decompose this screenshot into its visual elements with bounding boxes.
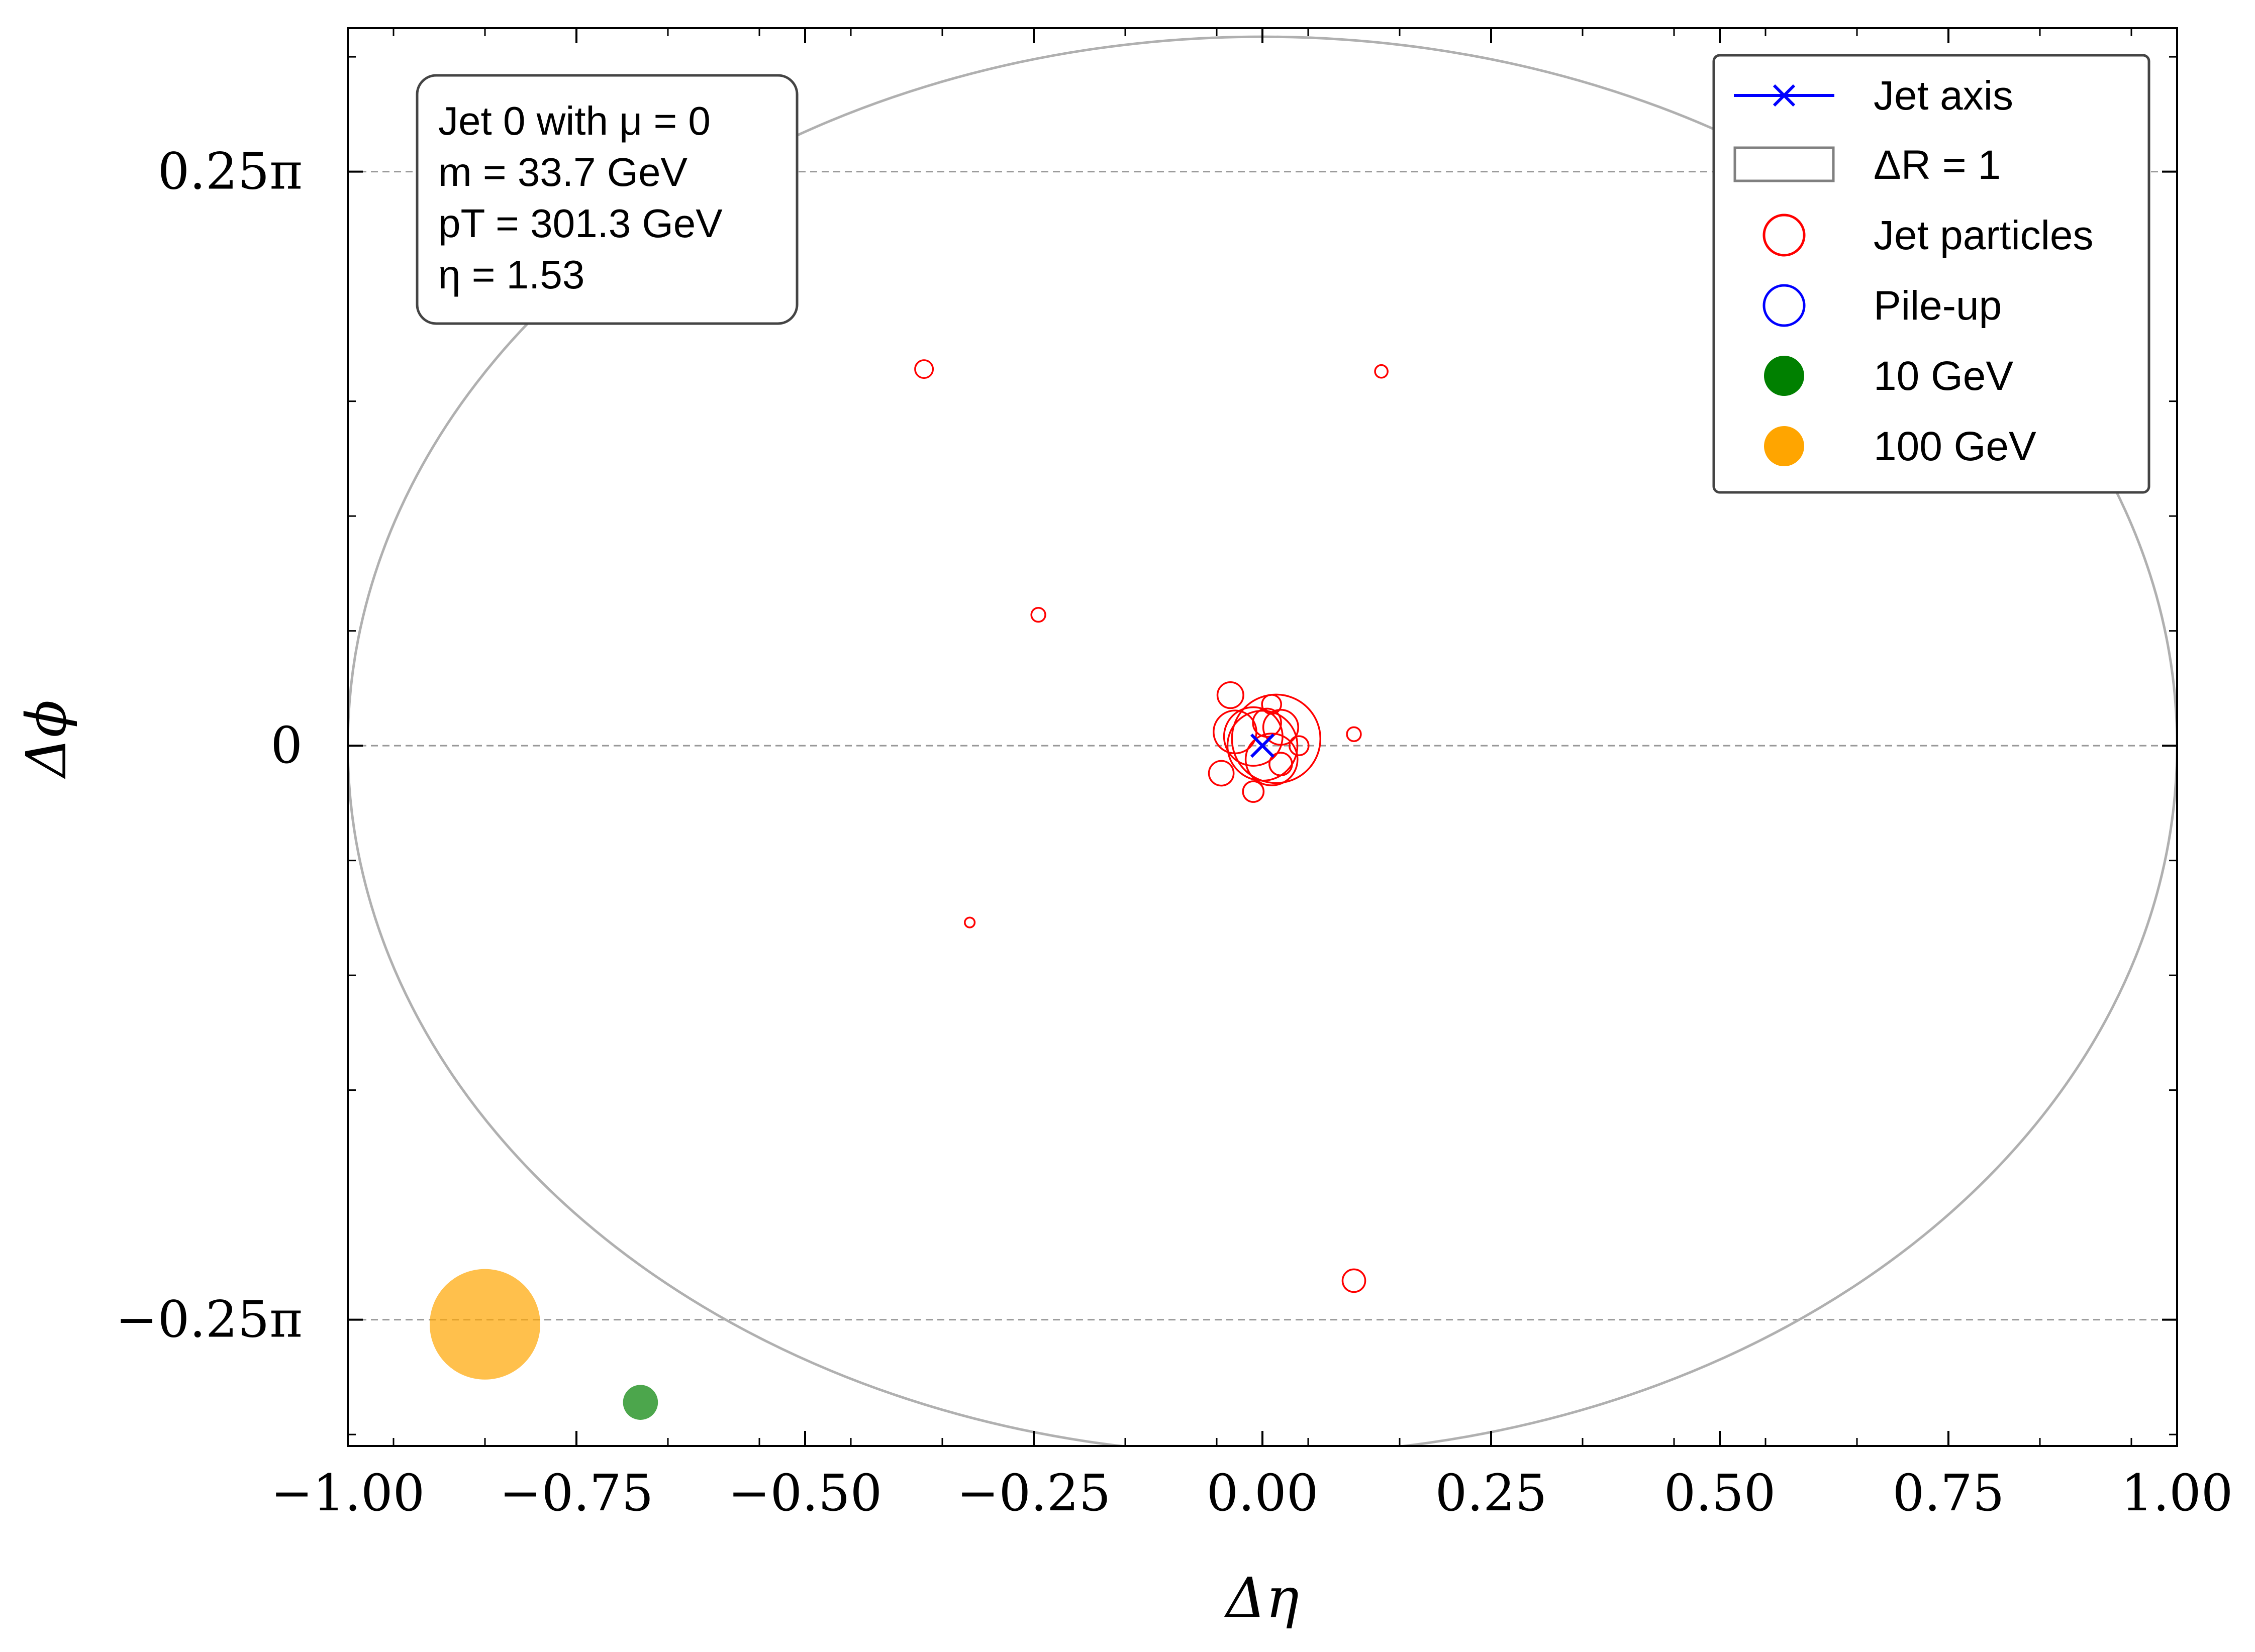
legend-label-delta-r: ΔR = 1 xyxy=(1874,142,2001,188)
particle-point-0-12 xyxy=(1288,735,1310,756)
info-line-1: Jet 0 with μ = 0 xyxy=(438,98,711,143)
particle-point-0-11 xyxy=(1242,780,1265,803)
x-tick-label-7: 0.75 xyxy=(1893,1464,2005,1522)
axis-tick-labels: −1.00 −0.75 −0.50 −0.25 0.00 0.25 0.50 0.75 1.00… xyxy=(116,142,2233,1522)
info-line-4: η = 1.53 xyxy=(438,252,584,297)
jet-axis-x-icon xyxy=(1250,734,1275,758)
y-axis-title: Δϕ xyxy=(14,700,78,779)
particle-point-0-4 xyxy=(1213,709,1257,755)
info-box: Jet 0 with μ = 0 m = 33.7 GeV pT = 301.3… xyxy=(416,74,799,325)
y-tick-label-2: −0.25π xyxy=(116,1290,303,1349)
legend-label-jet-particles: Jet particles xyxy=(1874,213,2094,258)
reference-markers-layer xyxy=(430,1269,658,1420)
legend-100gev-dot-icon xyxy=(1764,426,1804,466)
particle-point-0-0 xyxy=(1231,693,1322,784)
legend-label-jet-axis: Jet axis xyxy=(1874,73,2013,119)
y-tick-label-0: 0.25π xyxy=(158,142,303,201)
legend-jet-particles-circle-icon xyxy=(1762,214,1806,257)
axis-ticks xyxy=(347,28,2178,1446)
info-line-3: pT = 301.3 GeV xyxy=(438,201,723,246)
x-tick-label-0: −1.00 xyxy=(271,1464,425,1522)
legend: Jet axis ΔR = 1 Jet particles Pile-up 10… xyxy=(1712,54,2150,494)
particle-point-0-17 xyxy=(1374,364,1389,379)
jet-particles-layer xyxy=(914,359,1389,1293)
legend-label-pile-up: Pile-up xyxy=(1874,283,2002,329)
particle-point-0-16 xyxy=(1346,726,1362,742)
particle-point-0-7 xyxy=(1216,681,1244,709)
legend-frame xyxy=(1712,54,2150,494)
x-tick-label-1: −0.75 xyxy=(500,1464,653,1522)
legend-label-100gev: 100 GeV xyxy=(1874,424,2036,469)
info-line-2: m = 33.7 GeV xyxy=(438,150,688,194)
info-box-frame xyxy=(416,74,799,325)
legend-10gev-dot-icon xyxy=(1764,356,1804,396)
particle-point-0-5 xyxy=(1262,709,1299,746)
x-tick-label-4: 0.00 xyxy=(1207,1464,1319,1522)
particle-point-0-10 xyxy=(1268,752,1293,776)
x-tick-label-5: 0.25 xyxy=(1435,1464,1547,1522)
particle-point-0-14 xyxy=(914,359,934,379)
legend-pile-up-circle-icon xyxy=(1762,284,1806,327)
x-tick-label-8: 1.00 xyxy=(2121,1464,2233,1522)
legend-jet-axis-x-icon xyxy=(1773,84,1796,107)
x-tick-label-6: 0.50 xyxy=(1664,1464,1776,1522)
legend-delta-r-rect-icon xyxy=(1733,146,1835,182)
reference-marker-1 xyxy=(623,1385,658,1420)
particle-point-0-13 xyxy=(1261,694,1283,715)
y-tick-label-1: 0 xyxy=(270,716,303,775)
x-tick-label-2: −0.50 xyxy=(728,1464,882,1522)
reference-marker-0 xyxy=(430,1269,540,1380)
particle-point-0-8 xyxy=(1208,760,1235,787)
x-tick-label-3: −0.25 xyxy=(957,1464,1111,1522)
particle-point-0-3 xyxy=(1244,733,1299,786)
particle-point-0-18 xyxy=(964,916,976,928)
particle-point-0-15 xyxy=(1030,606,1046,623)
particle-point-0-9 xyxy=(1341,1268,1366,1293)
jet-axis-marker xyxy=(1250,734,1275,758)
x-axis-title: Δη xyxy=(1224,1566,1299,1630)
particle-point-0-1 xyxy=(1226,709,1299,782)
legend-label-10gev: 10 GeV xyxy=(1874,353,2013,399)
particle-point-0-6 xyxy=(1252,707,1282,738)
